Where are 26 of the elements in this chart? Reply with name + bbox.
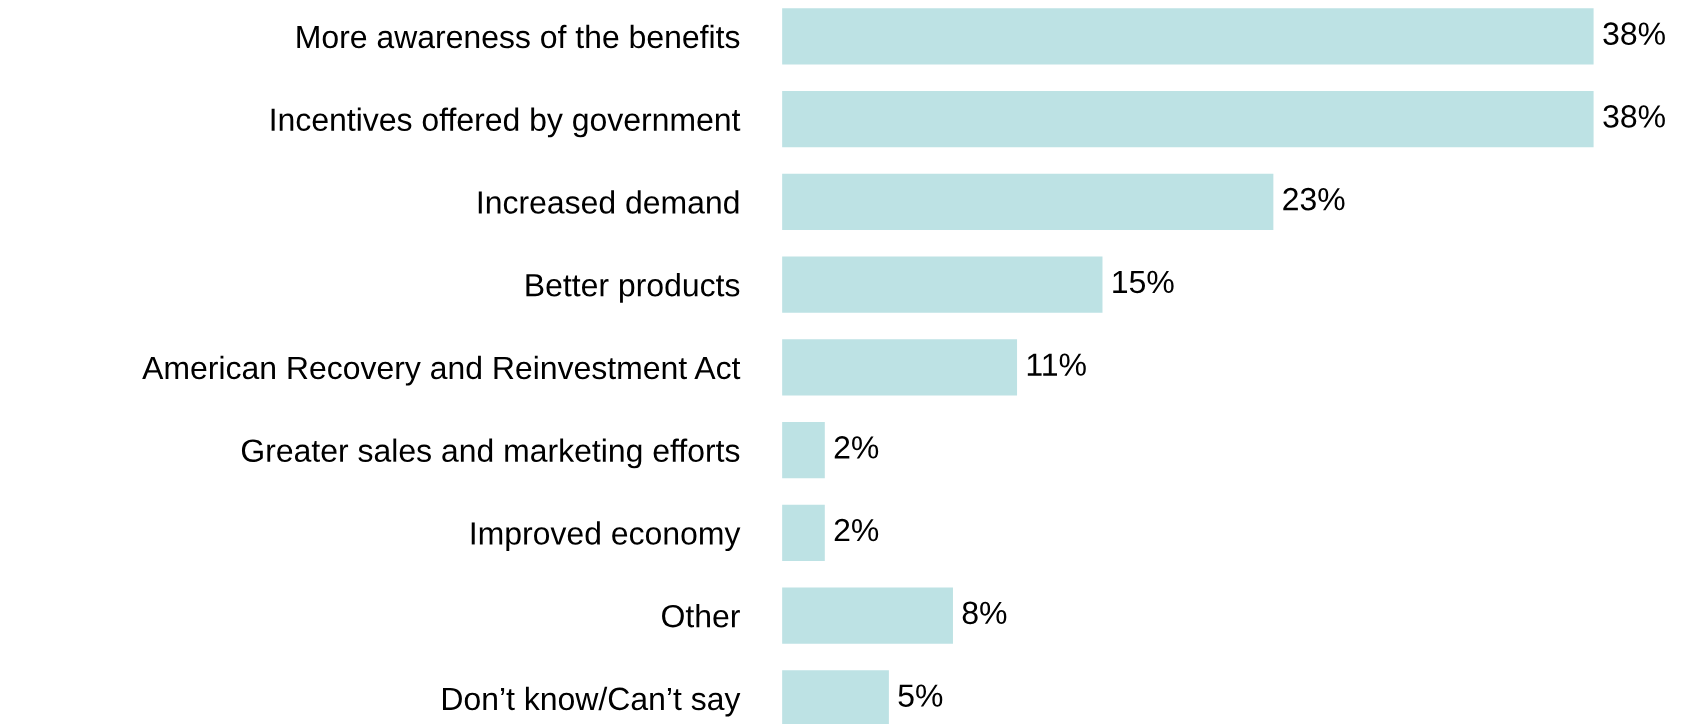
data-label: 38% — [1603, 22, 1665, 45]
bar — [782, 504, 825, 561]
data-label: 11% — [1027, 353, 1086, 376]
bar — [782, 587, 953, 644]
bar — [782, 91, 1594, 148]
y-tick-label: American Recovery and Reinvestment Act — [142, 355, 741, 386]
data-label: 8% — [962, 601, 1007, 625]
bar — [782, 173, 1274, 231]
y-tick-label: Greater sales and marketing efforts — [241, 438, 740, 469]
y-tick-label: Improved economy — [471, 521, 741, 552]
y-tick-label: Don’t know/Can’t say — [443, 686, 741, 717]
y-tick-label: Increased demand — [478, 190, 739, 214]
data-label: 15% — [1113, 270, 1174, 294]
bar — [782, 421, 825, 479]
data-label: 23% — [1283, 187, 1345, 211]
y-tick-label: Incentives offered by government — [271, 107, 741, 138]
y-tick-label: Other — [662, 604, 740, 628]
data-label: 2% — [834, 436, 879, 459]
bar — [782, 339, 1018, 396]
data-label: 38% — [1603, 105, 1665, 128]
bar — [782, 8, 1594, 65]
data-label: 2% — [834, 518, 879, 542]
y-tick-label: More awareness of the benefits — [297, 24, 740, 49]
bar — [782, 256, 1103, 313]
y-tick-label: Better products — [526, 273, 740, 303]
data-label: 5% — [898, 684, 943, 707]
